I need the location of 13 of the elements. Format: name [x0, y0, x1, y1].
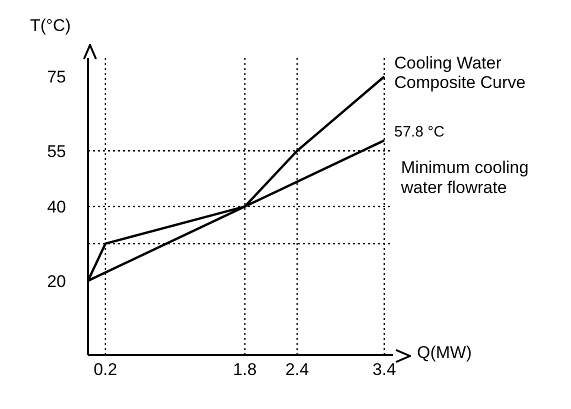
- x-tick-label: 3.4: [372, 360, 396, 380]
- x-axis-title: Q(MW): [417, 343, 472, 363]
- annotation: Cooling Water Composite Curve: [394, 54, 526, 92]
- y-tick-label: 55: [47, 142, 66, 161]
- annotation: 57.8 °C: [394, 123, 445, 140]
- x-tick-label: 1.8: [233, 360, 257, 380]
- y-tick-label: 20: [47, 272, 66, 291]
- x-tick-label: 2.4: [285, 360, 309, 380]
- y-tick-label: 40: [47, 198, 66, 217]
- x-tick-label: 0.2: [94, 360, 118, 380]
- y-tick-label: 75: [47, 68, 66, 87]
- text: Minimum cooling water flowrate: [401, 158, 530, 198]
- y-axis-title: T(°C): [30, 16, 71, 36]
